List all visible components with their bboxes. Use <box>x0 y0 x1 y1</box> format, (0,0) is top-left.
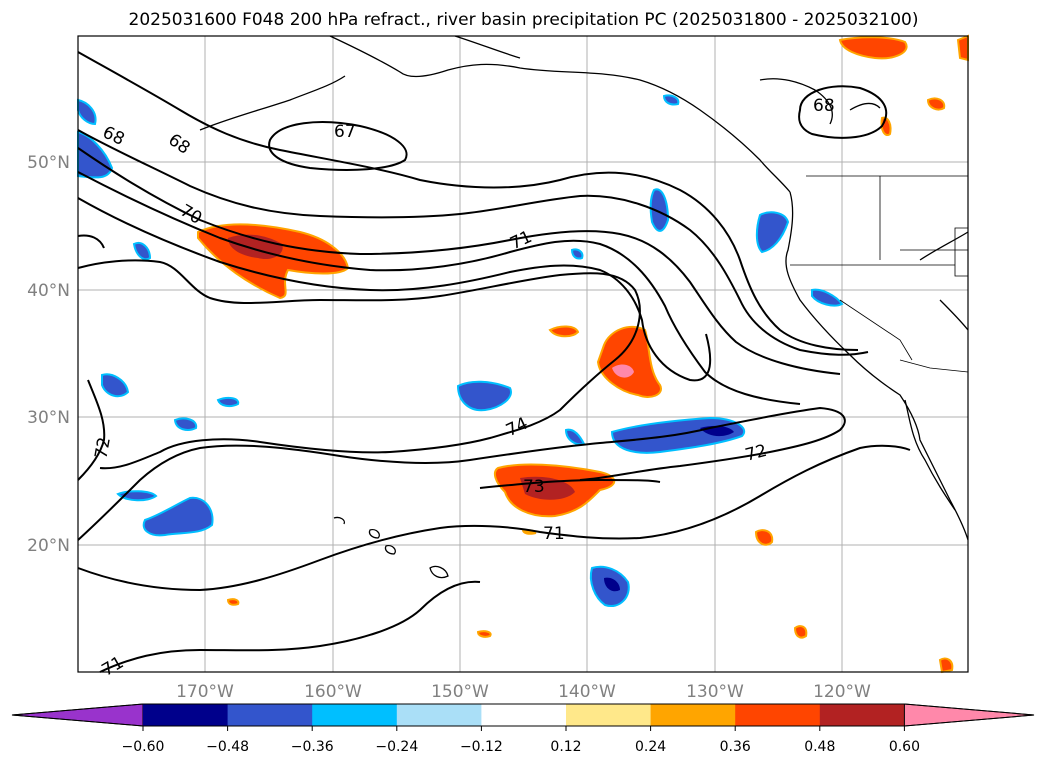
contour-label: 71 <box>543 524 565 544</box>
longitude-labels: 170°W 160°W 150°W 140°W 130°W 120°W <box>176 682 871 702</box>
colorbar-tick-label: 0.24 <box>635 739 666 755</box>
anomaly-central-pacific <box>596 325 662 398</box>
map-panel: 67 68 68 68 70 71 74 72 72 73 71 71 <box>77 34 969 681</box>
contour-label: 72 <box>92 436 115 461</box>
contour-71-south <box>77 444 911 592</box>
colorbar-tick-label: 0.48 <box>804 739 835 755</box>
lon-label: 130°W <box>686 682 744 702</box>
colorbar-tick-label: 0.12 <box>550 739 581 755</box>
colorbar-segment <box>566 704 652 726</box>
lon-label: 120°W <box>813 682 871 702</box>
baja-coast <box>904 399 956 511</box>
coastlines <box>199 35 969 579</box>
contour-74 <box>77 259 641 470</box>
colorbar-segment <box>819 704 905 726</box>
colorbar-segment <box>143 704 229 726</box>
colorbar-tick-label: 0.36 <box>720 739 751 755</box>
contour-label: 68 <box>813 96 835 116</box>
positive-anomaly-areas <box>197 34 969 674</box>
refractivity-contours <box>77 51 911 673</box>
alaska-coast <box>329 35 791 193</box>
colorbar-tick-label: −0.48 <box>206 739 249 755</box>
colorbar-tick-label: −0.24 <box>375 739 418 755</box>
map-frame <box>77 35 969 673</box>
contour-label: 67 <box>334 122 356 142</box>
colorbar-tick-label: −0.12 <box>460 739 503 755</box>
hawaii <box>333 516 346 525</box>
lon-label: 150°W <box>431 682 489 702</box>
contour-label: 73 <box>523 477 545 497</box>
lat-label: 40°N <box>27 281 70 301</box>
contour-68-ne <box>798 85 888 139</box>
gridlines <box>78 36 968 672</box>
colorbar-segment <box>396 704 482 726</box>
colorbar: −0.60 −0.48 −0.36 −0.24 −0.12 0.12 0.24 0.36 0.4… <box>11 703 1035 755</box>
lat-label: 20°N <box>27 536 70 556</box>
contour-72-outer <box>77 406 846 541</box>
colorbar-segment <box>481 704 567 726</box>
contour-69 <box>77 129 869 356</box>
contour-72-inner <box>77 197 712 382</box>
colorbar-segment <box>650 704 736 726</box>
lon-label: 140°W <box>558 682 616 702</box>
west-coast-us <box>785 191 969 541</box>
contour-70 <box>77 147 841 375</box>
contour-71-sw <box>99 580 481 673</box>
colorbar-extend-low <box>11 703 144 727</box>
lon-label: 170°W <box>176 682 234 702</box>
lat-label: 30°N <box>27 408 70 428</box>
contour-73 <box>479 478 661 489</box>
contour-71 <box>77 171 801 405</box>
political-borders <box>790 175 969 373</box>
colorbar-tick-label: −0.36 <box>291 739 334 755</box>
map-title: 2025031600 F048 200 hPa refract., river … <box>128 10 919 30</box>
colorbar-segment <box>735 704 821 726</box>
colorbar-segment <box>227 704 313 726</box>
colorbar-extend-high <box>903 703 1035 727</box>
latitude-labels: 50°N 40°N 30°N 20°N <box>27 153 70 556</box>
colorbar-tick-label: 0.60 <box>889 739 920 755</box>
contour-68-upper <box>77 51 859 351</box>
colorbar-segment <box>312 704 398 726</box>
colorbar-tick-label: −0.60 <box>122 739 165 755</box>
lon-label: 160°W <box>304 682 362 702</box>
lat-label: 50°N <box>27 153 70 173</box>
contour-67 <box>268 121 408 171</box>
